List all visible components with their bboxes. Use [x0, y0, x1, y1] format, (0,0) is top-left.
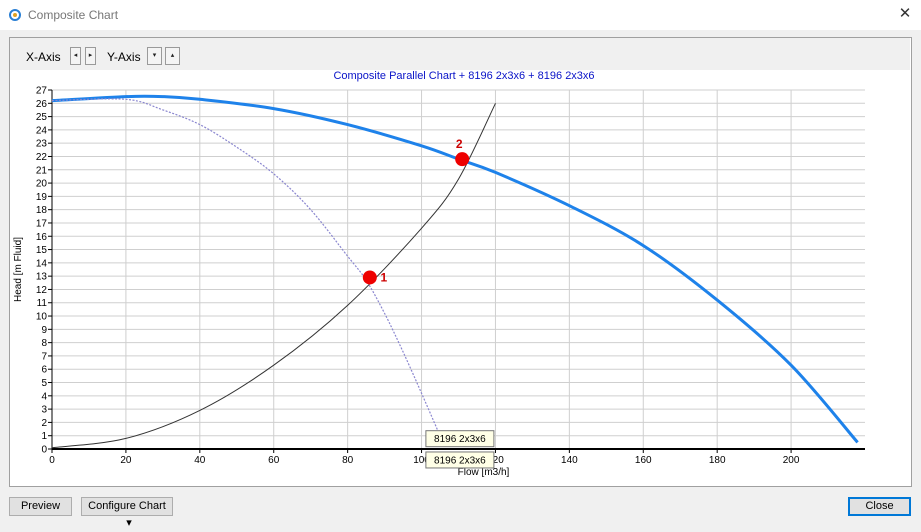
y-tick-label: 17 [36, 218, 48, 229]
y-tick-label: 26 [36, 99, 48, 110]
x-tick-label: 200 [783, 455, 800, 466]
configure-chart-label: Configure Chart [88, 500, 166, 512]
x-axis-title: Flow [m3/h] [458, 467, 510, 478]
y-tick-label: 13 [36, 272, 48, 283]
y-tick-label: 10 [36, 312, 48, 323]
y-tick-label: 12 [36, 285, 48, 296]
y-tick-label: 9 [41, 325, 47, 336]
x-tick-label: 60 [268, 455, 280, 466]
series-tooltip-text: 8196 2x3x6 [434, 455, 486, 466]
y-tick-label: 1 [41, 431, 47, 442]
preview-button[interactable]: Preview [9, 497, 72, 516]
series-line-single [51, 98, 441, 436]
y-tick-label: 16 [36, 232, 48, 243]
series-tooltip-box [425, 430, 495, 448]
series-tooltip-box [425, 451, 495, 469]
operating-point-marker [362, 270, 377, 285]
y-tick-label: 5 [41, 378, 47, 389]
y-tick-label: 25 [36, 112, 48, 123]
y-axis-label: Y-Axis [107, 50, 141, 64]
operating-point-label: 1 [380, 270, 387, 284]
axis-toolbar: X-Axis ◂ ▸ Y-Axis ▾ ▴ [10, 38, 910, 71]
y-axis-up-button[interactable]: ▴ [165, 47, 180, 65]
x-axis-left-button[interactable]: ◂ [70, 47, 81, 65]
y-axis-title: Head [m Fluid] [13, 237, 24, 302]
chevron-down-icon: ▾ [126, 517, 132, 529]
window-title: Composite Chart [28, 8, 119, 22]
chart-svg: 0123456789101112131415161718192021222324… [13, 86, 865, 478]
y-tick-label: 15 [36, 245, 48, 256]
y-tick-label: 24 [36, 125, 48, 136]
x-tick-label: 160 [635, 455, 652, 466]
x-tick-label: 80 [342, 455, 354, 466]
y-tick-label: 18 [36, 205, 48, 216]
y-tick-label: 6 [41, 365, 47, 376]
x-tick-label: 140 [561, 455, 578, 466]
x-tick-label: 100 [413, 455, 430, 466]
plot-area: Composite Parallel Chart + 8196 2x3x6 + … [10, 70, 910, 484]
window-close-button[interactable]: ✕ [898, 5, 912, 22]
operating-point-label: 2 [456, 137, 463, 151]
y-tick-label: 23 [36, 139, 48, 150]
x-tick-label: 20 [120, 455, 132, 466]
close-button-label: Close [865, 500, 894, 512]
close-button[interactable]: Close [848, 497, 911, 516]
series-line-composite [51, 94, 859, 444]
x-tick-label: 180 [709, 455, 726, 466]
y-tick-label: 7 [41, 351, 47, 362]
y-tick-label: 2 [41, 418, 47, 429]
y-tick-label: 8 [41, 338, 47, 349]
y-tick-label: 19 [36, 192, 48, 203]
configure-chart-button[interactable]: Configure Chart ▾ [81, 497, 173, 529]
series-tooltip-text: 8196 2x3x6 [434, 434, 486, 445]
y-tick-label: 22 [36, 152, 48, 163]
preview-button-label: Preview [20, 500, 61, 512]
y-axis-down-button[interactable]: ▾ [147, 47, 162, 65]
y-tick-label: 21 [36, 165, 48, 176]
title-bar: Composite Chart ✕ [0, 0, 921, 30]
x-tick-label: 120 [487, 455, 504, 466]
y-tick-label: 20 [36, 179, 48, 190]
series-line-system [51, 103, 496, 449]
y-tick-label: 3 [41, 405, 47, 416]
y-tick-label: 14 [36, 258, 48, 269]
operating-point-marker [455, 152, 470, 167]
y-tick-label: 11 [37, 298, 48, 309]
y-tick-label: 27 [36, 86, 48, 97]
x-axis-label: X-Axis [26, 50, 61, 64]
chart-title: Composite Parallel Chart + 8196 2x3x6 + … [333, 70, 595, 82]
y-tick-label: 0 [41, 445, 47, 456]
y-tick-label: 4 [41, 391, 47, 402]
chart-app-icon [9, 9, 21, 21]
x-tick-label: 0 [49, 455, 55, 466]
x-tick-label: 40 [194, 455, 206, 466]
x-axis-right-button[interactable]: ▸ [85, 47, 96, 65]
